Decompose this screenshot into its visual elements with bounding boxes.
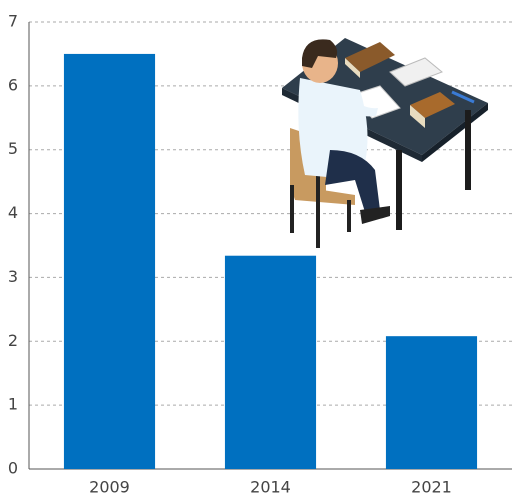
bar (385, 336, 478, 469)
bar (63, 53, 156, 470)
y-tick-label: 6 (8, 75, 18, 94)
y-tick-label: 1 (8, 395, 18, 414)
y-tick-label: 7 (8, 12, 18, 31)
y-tick-label: 2 (8, 331, 18, 350)
y-tick-label: 3 (8, 267, 18, 286)
x-tick-label: 2014 (250, 478, 291, 495)
y-tick-label: 5 (8, 139, 18, 158)
bars (63, 53, 478, 470)
illustration (282, 38, 488, 248)
y-tick-label: 4 (8, 203, 18, 222)
x-tick-label: 2009 (89, 478, 130, 495)
y-tick-label: 0 (8, 459, 18, 478)
bar (224, 255, 317, 469)
x-tick-label: 2021 (411, 478, 452, 495)
